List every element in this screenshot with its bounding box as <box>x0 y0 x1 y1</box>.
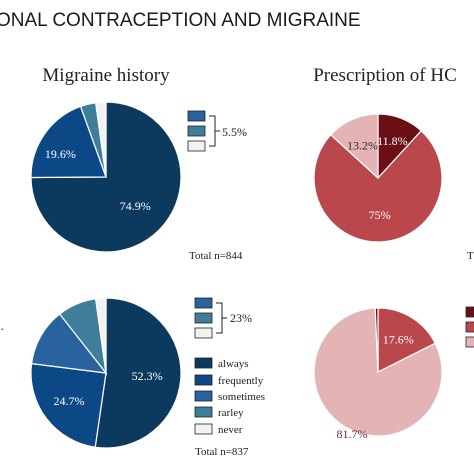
bracket-value-top: 5.5% <box>222 125 247 139</box>
legend-swatch-sometimes <box>194 297 213 309</box>
legend-swatch-never <box>194 327 213 339</box>
pie-slice-label: 52.3% <box>132 369 163 383</box>
legend-item-rarely: rarley <box>194 406 244 419</box>
pie-slice-label: 13.2% <box>347 138 378 152</box>
legend-label: rarley <box>218 407 244 419</box>
legend-label: always <box>218 358 249 370</box>
pie-chart-migraine-history-top: 74.9% 19.6% <box>30 101 182 253</box>
legend-item-sometimes: sometimes <box>194 390 265 403</box>
pie-chart-prescription-hc-bottom: 17.6% 81.7% <box>313 307 443 441</box>
total-hc-top-clipped: T <box>467 250 474 262</box>
pie-slice-never <box>94 297 107 374</box>
pie-slice-label: 17.6% <box>383 332 414 346</box>
pie-slice-hc_light <box>313 307 443 437</box>
bracket-legend-top: 5.5% <box>187 110 247 152</box>
legend-swatch-hc-dark <box>465 306 474 318</box>
legend-item-always: always <box>194 357 249 370</box>
legend-label: frequently <box>218 375 264 387</box>
pie-slice-label: 81.7% <box>337 427 368 441</box>
legend-swatch-rarely <box>194 312 213 324</box>
legend-item-never: never <box>194 423 243 436</box>
total-bottom: Total n=837 <box>195 446 249 458</box>
bracket-line <box>209 115 220 147</box>
hc-legend-partial <box>465 306 474 348</box>
pie-slice-frequently <box>30 362 107 448</box>
pie-chart-prescription-hc-top: 11.8% 75% 13.2% <box>313 113 443 243</box>
legend-label: sometimes <box>218 391 265 403</box>
pie-title-migraine-history: Migraine history <box>42 65 170 86</box>
pie-slice-label: 11.8% <box>377 134 408 148</box>
pie-slice-hc_mid <box>377 307 437 373</box>
pie-slice-label: 19.6% <box>45 147 76 161</box>
legend-swatch-hc-mid <box>465 321 474 333</box>
legend-item-frequently: frequently <box>194 374 264 387</box>
figure-banner-title: ONAL CONTRACEPTION AND MIGRAINE <box>0 10 361 31</box>
pie-slice-always <box>30 101 182 253</box>
legend-swatch-rarely <box>187 125 206 137</box>
pie-slice-sometimes <box>30 313 108 374</box>
pie-slice-hc_mid <box>313 129 443 243</box>
legend-swatch-sometimes <box>187 110 206 122</box>
total-top: Total n=844 <box>189 250 243 262</box>
legend-label: never <box>218 424 243 436</box>
legend-swatch-hc-light <box>465 336 474 348</box>
pie-slice-hc_light <box>329 113 379 180</box>
pie-slice-always <box>94 297 182 449</box>
bracket-line <box>216 302 227 334</box>
pie-slice-label: 75% <box>369 208 391 222</box>
legend: always frequently sometimes rarley never <box>194 357 265 436</box>
pie-slice-label: 24.7% <box>54 394 85 408</box>
pie-title-prescription-hc: Prescription of HC <box>313 65 457 86</box>
pie-slice-never <box>94 101 107 178</box>
pie-chart-migraine-history-bottom: 52.3% 24.7% <box>30 297 182 449</box>
bracket-value-bottom: 23% <box>230 311 252 325</box>
edge-mark-left: · <box>0 323 5 338</box>
pie-slice-hc_dark <box>374 307 379 373</box>
pie-slice-label: 74.9% <box>120 199 151 213</box>
pie-slice-frequently <box>30 105 107 179</box>
legend-swatch-never <box>187 140 206 152</box>
bracket-legend-bottom: 23% <box>194 297 252 339</box>
